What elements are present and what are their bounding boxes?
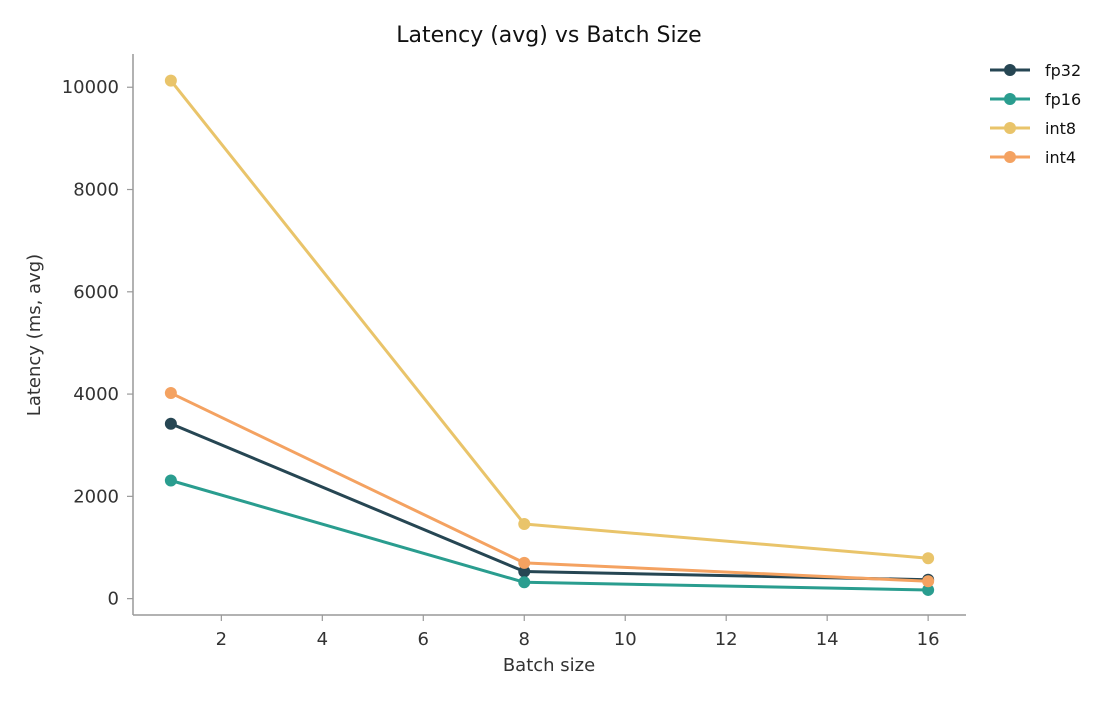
data-point-int8 [518,517,531,530]
data-point-fp16 [518,576,531,589]
y-tick-label: 10000 [62,77,119,98]
x-ticks: 2 4 6 8 10 12 14 16 [216,615,940,650]
data-point-int4 [164,387,177,400]
legend-label-int4: int4 [1045,148,1076,167]
x-tick-label: 16 [917,629,940,650]
series-layer [164,74,935,596]
series-fp16 [164,474,935,596]
y-ticks: 0 2000 4000 6000 8000 10000 [62,77,133,610]
y-tick-label: 6000 [73,282,119,303]
data-point-fp32 [518,565,531,578]
y-tick-label: 2000 [73,486,119,507]
series-int4 [164,387,935,588]
x-tick-label: 2 [216,629,227,650]
legend-label-fp16: fp16 [1045,90,1081,109]
x-tick-label: 12 [715,629,738,650]
series-fp32 [164,417,935,586]
legend-marker-int4 [1004,151,1016,163]
x-tick-label: 14 [816,629,839,650]
y-tick-label: 4000 [73,384,119,405]
legend-item-int8: int8 [990,119,1076,138]
chart-title: Latency (avg) vs Batch Size [396,23,701,48]
data-point-int4 [518,556,531,569]
series-line-int4 [169,391,930,583]
legend-marker-fp16 [1004,93,1016,105]
axes [132,54,966,616]
legend-item-fp32: fp32 [990,61,1081,80]
legend-item-fp16: fp16 [990,90,1081,109]
y-tick-label: 0 [108,589,119,610]
data-point-fp32 [164,417,177,430]
x-tick-label: 4 [317,629,328,650]
y-tick-label: 8000 [73,180,119,201]
legend-marker-int8 [1004,122,1016,134]
legend-item-int4: int4 [990,148,1076,167]
legend-label-fp32: fp32 [1045,61,1081,80]
legend-label-int8: int8 [1045,119,1076,138]
legend: fp32 fp16 int8 int4 [990,61,1081,167]
series-line-int8 [169,79,930,560]
x-tick-label: 6 [418,629,429,650]
y-axis-title: Latency (ms, avg) [24,254,45,416]
data-point-int8 [922,552,935,565]
data-point-fp16 [164,474,177,487]
data-point-fp16 [922,583,935,596]
data-point-int8 [164,74,177,87]
legend-marker-fp32 [1004,64,1016,76]
series-int8 [164,74,935,565]
x-tick-label: 8 [519,629,530,650]
x-tick-label: 10 [614,629,637,650]
data-point-int4 [922,575,935,588]
x-axis-title: Batch size [503,655,595,676]
